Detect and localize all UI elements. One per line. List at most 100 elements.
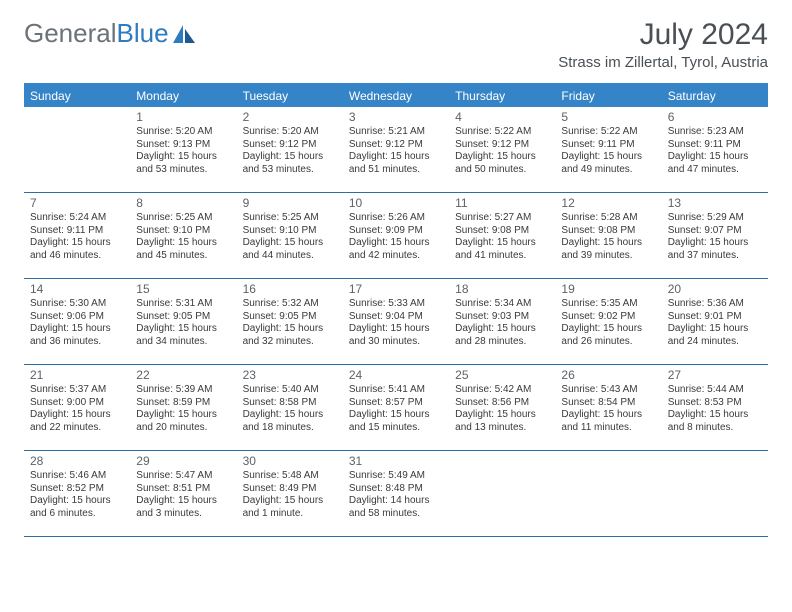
sunrise-text: Sunrise: 5:33 AM (349, 298, 443, 311)
day1-text: Daylight: 15 hours (30, 323, 124, 336)
sunrise-text: Sunrise: 5:44 AM (668, 384, 762, 397)
day2-text: and 47 minutes. (668, 164, 762, 177)
sunset-text: Sunset: 9:02 PM (561, 311, 655, 324)
day1-text: Daylight: 15 hours (561, 409, 655, 422)
day-number: 3 (349, 110, 443, 125)
day2-text: and 46 minutes. (30, 250, 124, 263)
day1-text: Daylight: 15 hours (455, 323, 549, 336)
day-number: 20 (668, 282, 762, 297)
day-number: 11 (455, 196, 549, 211)
day-number: 26 (561, 368, 655, 383)
sunrise-text: Sunrise: 5:30 AM (30, 298, 124, 311)
sunset-text: Sunset: 8:51 PM (136, 483, 230, 496)
day1-text: Daylight: 15 hours (455, 237, 549, 250)
sunset-text: Sunset: 8:52 PM (30, 483, 124, 496)
logo-text-gray: General (24, 18, 117, 49)
day-number: 19 (561, 282, 655, 297)
day-number: 6 (668, 110, 762, 125)
sunrise-text: Sunrise: 5:40 AM (243, 384, 337, 397)
sunset-text: Sunset: 9:11 PM (30, 225, 124, 238)
sunset-text: Sunset: 8:59 PM (136, 397, 230, 410)
sunrise-text: Sunrise: 5:21 AM (349, 126, 443, 139)
day2-text: and 30 minutes. (349, 336, 443, 349)
day1-text: Daylight: 15 hours (136, 495, 230, 508)
day-number: 23 (243, 368, 337, 383)
day2-text: and 28 minutes. (455, 336, 549, 349)
day1-text: Daylight: 15 hours (136, 323, 230, 336)
day2-text: and 53 minutes. (136, 164, 230, 177)
sunrise-text: Sunrise: 5:31 AM (136, 298, 230, 311)
sunrise-text: Sunrise: 5:39 AM (136, 384, 230, 397)
sunset-text: Sunset: 9:01 PM (668, 311, 762, 324)
sunset-text: Sunset: 8:49 PM (243, 483, 337, 496)
day2-text: and 49 minutes. (561, 164, 655, 177)
calendar-cell: 10Sunrise: 5:26 AMSunset: 9:09 PMDayligh… (343, 193, 449, 279)
day1-text: Daylight: 15 hours (668, 151, 762, 164)
calendar-cell (555, 451, 661, 537)
day2-text: and 34 minutes. (136, 336, 230, 349)
day1-text: Daylight: 15 hours (561, 151, 655, 164)
day-number: 9 (243, 196, 337, 211)
sunrise-text: Sunrise: 5:22 AM (561, 126, 655, 139)
day2-text: and 1 minute. (243, 508, 337, 521)
sunrise-text: Sunrise: 5:49 AM (349, 470, 443, 483)
sunrise-text: Sunrise: 5:36 AM (668, 298, 762, 311)
day2-text: and 13 minutes. (455, 422, 549, 435)
calendar-cell: 14Sunrise: 5:30 AMSunset: 9:06 PMDayligh… (24, 279, 130, 365)
day-number: 7 (30, 196, 124, 211)
day-number: 21 (30, 368, 124, 383)
sunset-text: Sunset: 8:58 PM (243, 397, 337, 410)
header: GeneralBlue July 2024 Strass im Zillerta… (0, 0, 792, 77)
day1-text: Daylight: 15 hours (349, 409, 443, 422)
sunset-text: Sunset: 9:07 PM (668, 225, 762, 238)
day1-text: Daylight: 15 hours (243, 237, 337, 250)
sunset-text: Sunset: 9:06 PM (30, 311, 124, 324)
sunset-text: Sunset: 9:03 PM (455, 311, 549, 324)
day2-text: and 8 minutes. (668, 422, 762, 435)
calendar-cell: 31Sunrise: 5:49 AMSunset: 8:48 PMDayligh… (343, 451, 449, 537)
day2-text: and 22 minutes. (30, 422, 124, 435)
day-number: 13 (668, 196, 762, 211)
calendar-cell: 29Sunrise: 5:47 AMSunset: 8:51 PMDayligh… (130, 451, 236, 537)
day2-text: and 15 minutes. (349, 422, 443, 435)
day-number: 30 (243, 454, 337, 469)
title-block: July 2024 Strass im Zillertal, Tyrol, Au… (558, 18, 768, 71)
day2-text: and 6 minutes. (30, 508, 124, 521)
day-number: 25 (455, 368, 549, 383)
sunrise-text: Sunrise: 5:42 AM (455, 384, 549, 397)
calendar-cell: 3Sunrise: 5:21 AMSunset: 9:12 PMDaylight… (343, 107, 449, 193)
day-number: 24 (349, 368, 443, 383)
day2-text: and 26 minutes. (561, 336, 655, 349)
day2-text: and 39 minutes. (561, 250, 655, 263)
day-number: 15 (136, 282, 230, 297)
sunrise-text: Sunrise: 5:48 AM (243, 470, 337, 483)
day-number: 29 (136, 454, 230, 469)
sunset-text: Sunset: 9:08 PM (455, 225, 549, 238)
day1-text: Daylight: 15 hours (349, 237, 443, 250)
page-subtitle: Strass im Zillertal, Tyrol, Austria (558, 54, 768, 71)
day1-text: Daylight: 15 hours (561, 323, 655, 336)
sunrise-text: Sunrise: 5:41 AM (349, 384, 443, 397)
weekday-header: Monday (130, 85, 236, 107)
day-number: 5 (561, 110, 655, 125)
calendar-cell: 1Sunrise: 5:20 AMSunset: 9:13 PMDaylight… (130, 107, 236, 193)
weekday-header: Thursday (449, 85, 555, 107)
day1-text: Daylight: 15 hours (30, 495, 124, 508)
calendar-cell: 25Sunrise: 5:42 AMSunset: 8:56 PMDayligh… (449, 365, 555, 451)
day1-text: Daylight: 15 hours (136, 409, 230, 422)
day1-text: Daylight: 15 hours (668, 323, 762, 336)
sunset-text: Sunset: 9:10 PM (136, 225, 230, 238)
logo-text-blue: Blue (117, 18, 169, 49)
day1-text: Daylight: 15 hours (349, 323, 443, 336)
day2-text: and 32 minutes. (243, 336, 337, 349)
day2-text: and 41 minutes. (455, 250, 549, 263)
weekday-header: Saturday (662, 85, 768, 107)
sunrise-text: Sunrise: 5:20 AM (136, 126, 230, 139)
day1-text: Daylight: 15 hours (136, 151, 230, 164)
sunrise-text: Sunrise: 5:47 AM (136, 470, 230, 483)
calendar-cell: 8Sunrise: 5:25 AMSunset: 9:10 PMDaylight… (130, 193, 236, 279)
day1-text: Daylight: 15 hours (136, 237, 230, 250)
day-number: 2 (243, 110, 337, 125)
weekday-header: Tuesday (237, 85, 343, 107)
sunrise-text: Sunrise: 5:26 AM (349, 212, 443, 225)
